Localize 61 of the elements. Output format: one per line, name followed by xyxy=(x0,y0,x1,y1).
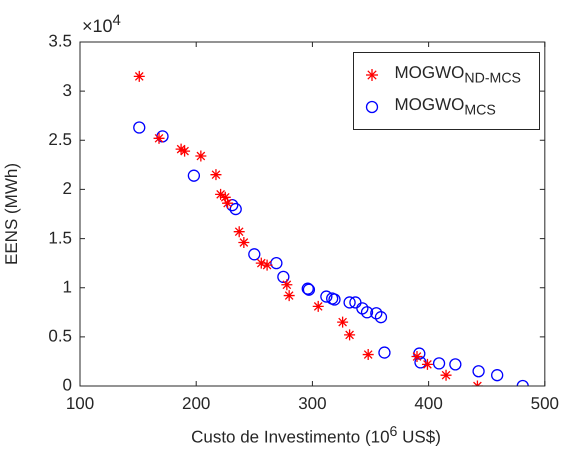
point xyxy=(343,328,356,342)
point xyxy=(226,199,238,212)
point xyxy=(133,121,146,134)
x-tick-label: 500 xyxy=(530,394,560,413)
point xyxy=(356,302,369,315)
point xyxy=(440,369,452,382)
point xyxy=(449,358,462,371)
x-tick-label: 200 xyxy=(182,394,210,413)
point xyxy=(280,278,293,291)
point xyxy=(178,144,191,158)
y-tick-label: 2 xyxy=(62,179,72,198)
point xyxy=(133,70,146,83)
legend-label: MOGWO$_{MCS}$ xyxy=(394,95,496,119)
point xyxy=(421,358,434,371)
point xyxy=(233,226,246,238)
x-tick-label: 400 xyxy=(414,394,443,413)
point xyxy=(413,347,426,360)
y-tick-label: 1 xyxy=(62,277,72,296)
point xyxy=(410,350,424,363)
point xyxy=(336,316,349,328)
point xyxy=(370,307,382,320)
point xyxy=(328,293,341,306)
point xyxy=(255,256,268,270)
point xyxy=(343,296,356,309)
point xyxy=(238,236,250,249)
point xyxy=(152,132,166,144)
text: ×10$^{4}$ xyxy=(82,12,121,37)
point xyxy=(174,142,188,156)
x-tick-label: 100 xyxy=(66,394,94,413)
y-tick-label: 2.5 xyxy=(48,130,72,149)
point xyxy=(472,365,485,378)
point xyxy=(277,270,290,284)
point xyxy=(362,348,374,361)
x-tick-label: 300 xyxy=(298,394,327,413)
point xyxy=(378,346,391,359)
point xyxy=(270,256,283,270)
point xyxy=(283,289,296,302)
y-tick-label: 0 xyxy=(62,376,72,395)
point xyxy=(260,258,274,272)
y-tick-label: 3.5 xyxy=(48,32,72,51)
point xyxy=(156,130,169,143)
point xyxy=(374,311,388,324)
point xyxy=(432,357,446,370)
point xyxy=(230,202,242,216)
point xyxy=(491,369,504,382)
point xyxy=(248,248,260,260)
x-axis-title: Custo de Investimento (10$^{6}$ US$) xyxy=(190,424,442,448)
y-tick-label: 0.5 xyxy=(48,326,72,346)
y-tick-label: 1.5 xyxy=(48,228,72,248)
y-axis-title: EENS (MWh) xyxy=(2,163,21,265)
point xyxy=(188,170,200,182)
point xyxy=(312,300,324,313)
point xyxy=(360,306,374,318)
point xyxy=(210,168,222,181)
point xyxy=(414,356,427,369)
point xyxy=(194,150,208,162)
y-tick-label: 3 xyxy=(62,80,72,100)
point xyxy=(326,292,338,305)
point xyxy=(320,290,333,303)
legend-label: MOGWO$_{ND-MCS}$ xyxy=(394,63,521,87)
point xyxy=(349,296,362,309)
